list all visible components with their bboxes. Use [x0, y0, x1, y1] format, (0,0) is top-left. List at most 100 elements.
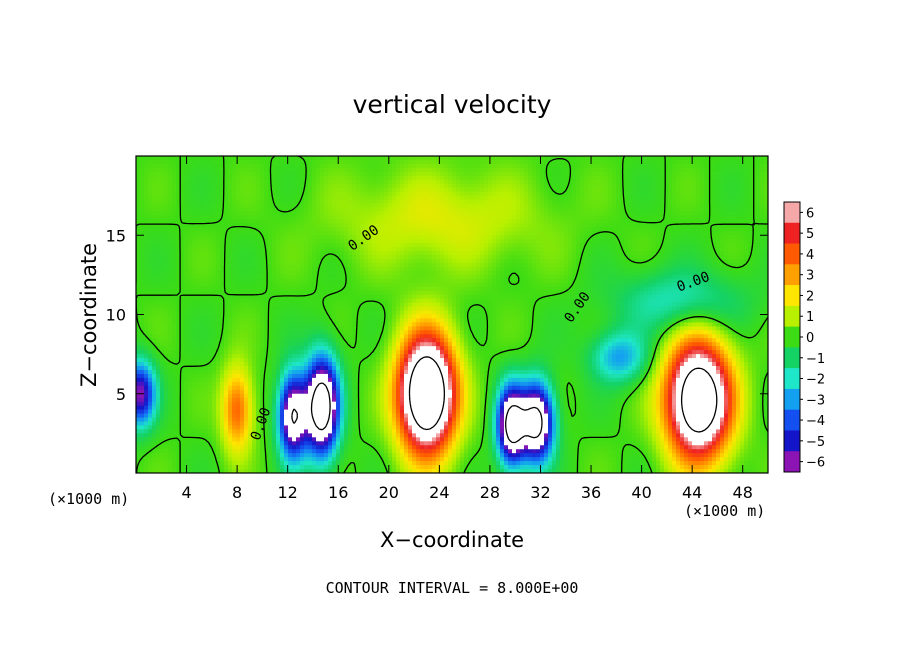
heatmap-cell [444, 262, 449, 268]
heatmap-cell [448, 183, 453, 189]
heatmap-cell [204, 211, 209, 217]
heatmap-cell [232, 159, 237, 165]
heatmap-cell [608, 239, 613, 244]
heatmap-cell [344, 159, 349, 165]
heatmap-cell [408, 191, 413, 197]
heatmap-cell [472, 195, 477, 201]
heatmap-cell [756, 247, 761, 252]
heatmap-cell [548, 215, 553, 220]
heatmap-cell [424, 266, 429, 272]
heatmap-cell [396, 239, 401, 244]
heatmap-cell [200, 207, 205, 213]
heatmap-cell [312, 247, 317, 252]
heatmap-cell [452, 183, 457, 189]
heatmap-cell [228, 231, 233, 236]
heatmap-cell [488, 270, 493, 276]
heatmap-cell [352, 278, 357, 284]
heatmap-cell [288, 175, 293, 181]
heatmap-cell [756, 199, 761, 205]
heatmap-cell [220, 163, 225, 169]
heatmap-cell [256, 219, 261, 224]
heatmap-cell [612, 247, 617, 252]
heatmap-cell [180, 187, 185, 193]
heatmap-cell [756, 239, 761, 244]
heatmap-cell [356, 211, 361, 217]
heatmap-cell [632, 247, 637, 252]
heatmap-cell [680, 175, 685, 181]
heatmap-cell [596, 219, 601, 224]
heatmap-cell [552, 251, 557, 256]
heatmap-cell [312, 191, 317, 197]
heatmap-cell [764, 171, 768, 177]
heatmap-cell [304, 187, 309, 193]
heatmap-cell [292, 239, 297, 244]
heatmap-cell [360, 235, 365, 240]
heatmap-cell [624, 199, 629, 205]
heatmap-cell [512, 199, 517, 205]
heatmap-cell [560, 243, 565, 248]
heatmap-cell [380, 191, 385, 197]
heatmap-cell [708, 199, 713, 205]
heatmap-cell [244, 243, 249, 248]
heatmap-cell [392, 163, 397, 169]
heatmap-cell [364, 199, 369, 205]
heatmap-cell [272, 274, 277, 280]
heatmap-cell [152, 270, 157, 276]
heatmap-cell [384, 156, 389, 161]
heatmap-cell [672, 235, 677, 240]
heatmap-field [136, 156, 768, 473]
heatmap-cell [172, 215, 177, 220]
heatmap-cell [440, 266, 445, 272]
heatmap-cell [236, 255, 241, 260]
heatmap-cell [692, 215, 697, 220]
heatmap-cell [584, 199, 589, 205]
heatmap-cell [480, 215, 485, 220]
heatmap-cell [212, 167, 217, 173]
heatmap-cell [336, 270, 341, 276]
heatmap-cell [536, 247, 541, 252]
heatmap-cell [668, 195, 673, 201]
heatmap-cell [512, 239, 517, 244]
heatmap-cell [444, 278, 449, 284]
heatmap-cell [220, 255, 225, 260]
heatmap-cell [540, 251, 545, 256]
heatmap-cell [412, 243, 417, 248]
heatmap-cell [308, 262, 313, 268]
heatmap-cell [636, 191, 641, 197]
heatmap-cell [528, 156, 533, 161]
heatmap-cell [464, 259, 469, 264]
heatmap-cell [528, 235, 533, 240]
heatmap-cell [504, 215, 509, 220]
heatmap-cell [448, 187, 453, 193]
heatmap-cell [360, 251, 365, 256]
heatmap-cell [764, 167, 768, 173]
heatmap-cell [664, 183, 669, 189]
heatmap-cell [396, 211, 401, 217]
heatmap-cell [660, 235, 665, 240]
heatmap-cell [432, 227, 437, 232]
heatmap-cell [244, 159, 249, 165]
heatmap-cell [204, 262, 209, 268]
heatmap-cell [528, 231, 533, 236]
heatmap-cell [544, 199, 549, 205]
heatmap-cell [556, 159, 561, 165]
heatmap-cell [600, 199, 605, 205]
heatmap-cell [732, 183, 737, 189]
heatmap-cell [664, 223, 669, 228]
heatmap-cell [516, 156, 521, 161]
heatmap-cell [476, 156, 481, 161]
heatmap-cell [328, 183, 333, 189]
heatmap-cell [492, 243, 497, 248]
heatmap-cell [716, 156, 721, 161]
heatmap-cell [700, 266, 705, 272]
heatmap-cell [248, 175, 253, 181]
heatmap-cell [352, 167, 357, 173]
heatmap-cell [672, 251, 677, 256]
heatmap-cell [600, 219, 605, 224]
heatmap-cell [712, 266, 717, 272]
heatmap-cell [560, 231, 565, 236]
heatmap-cell [660, 163, 665, 169]
heatmap-cell [500, 187, 505, 193]
heatmap-cell [636, 259, 641, 264]
heatmap-cell [312, 195, 317, 201]
